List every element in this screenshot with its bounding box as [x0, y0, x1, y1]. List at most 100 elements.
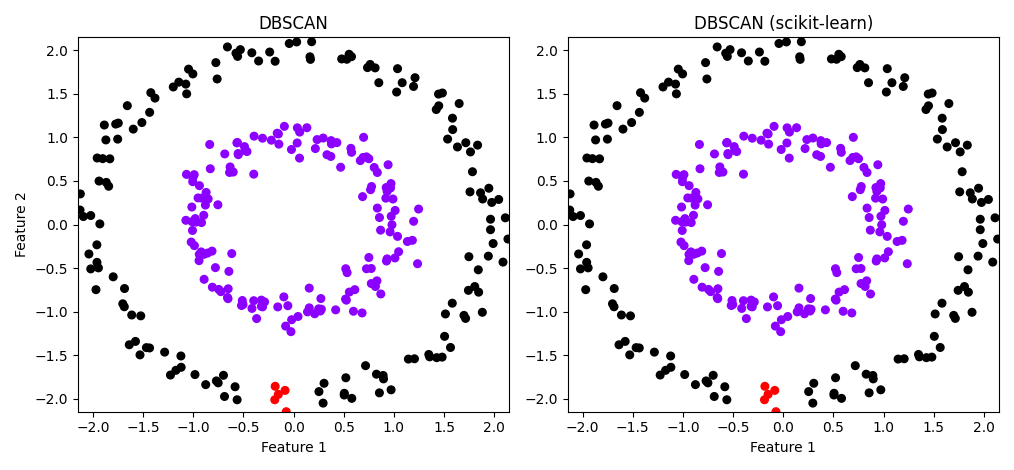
Point [681, 182, 698, 189]
Point [475, 195, 491, 203]
Point [185, 227, 201, 234]
Point [495, 258, 511, 266]
Point [117, 303, 133, 311]
Point [735, 171, 751, 178]
Point [310, 305, 327, 313]
Point [600, 119, 617, 127]
Point [813, 140, 829, 148]
Point [289, 38, 305, 46]
Point [744, 134, 760, 142]
Point [556, 247, 572, 254]
Point [877, 207, 893, 214]
Point [210, 379, 226, 387]
Point [267, 383, 283, 390]
Point [442, 344, 458, 351]
Point [383, 386, 400, 393]
Point [858, 370, 874, 378]
Point [221, 169, 237, 176]
Point [939, 143, 955, 151]
Point [869, 255, 885, 263]
Point [89, 258, 105, 266]
Point [178, 171, 195, 178]
Point [216, 393, 232, 400]
Point [428, 106, 444, 113]
Point [927, 310, 943, 318]
Point [355, 154, 371, 161]
Point [407, 355, 423, 362]
Point [609, 102, 626, 110]
Point [271, 130, 287, 138]
Point [981, 196, 997, 203]
Point [800, 388, 816, 395]
Point [694, 247, 710, 255]
Point [758, 129, 775, 137]
Point [379, 188, 395, 195]
Point [299, 124, 315, 132]
Point [387, 207, 404, 214]
Point [828, 55, 845, 63]
Point [879, 65, 895, 72]
Point [306, 310, 322, 318]
Point [384, 221, 401, 228]
Point [373, 290, 389, 298]
Point [687, 188, 704, 196]
Point [90, 264, 106, 272]
Point [950, 287, 966, 294]
Point [75, 213, 91, 220]
Point [434, 89, 450, 97]
Point [229, 53, 245, 60]
Point [743, 297, 759, 304]
Point [180, 65, 197, 73]
Point [803, 306, 819, 313]
Point [826, 390, 843, 397]
Point [311, 388, 328, 395]
Point [219, 294, 235, 301]
Point [808, 151, 824, 158]
Point [591, 155, 607, 163]
Point [987, 214, 1003, 221]
Point [323, 137, 340, 144]
Point [717, 383, 733, 391]
Point [301, 304, 317, 312]
Point [852, 186, 868, 194]
Point [371, 79, 387, 86]
Point [845, 193, 861, 200]
Point [845, 154, 861, 161]
Point [228, 49, 244, 57]
Point [229, 139, 245, 146]
Point [694, 283, 710, 291]
Point [756, 396, 773, 404]
Point [837, 286, 853, 293]
Point [865, 375, 881, 383]
Point [194, 219, 210, 227]
Point [733, 49, 749, 56]
Point [81, 250, 97, 258]
Point [224, 250, 240, 258]
Point [660, 78, 676, 86]
Point [899, 260, 916, 267]
Point [926, 333, 942, 340]
Point [500, 235, 516, 243]
Point [572, 265, 588, 273]
Point [192, 182, 208, 189]
Point [735, 297, 751, 305]
Point [789, 124, 805, 132]
Point [952, 148, 968, 156]
Point [799, 136, 815, 143]
Point [946, 312, 962, 319]
Point [800, 305, 816, 313]
Point [257, 298, 273, 306]
Point [941, 100, 957, 107]
Point [254, 303, 270, 310]
Point [879, 233, 895, 240]
Point [198, 188, 214, 196]
Point [711, 169, 727, 176]
Point [760, 141, 777, 148]
Point [846, 133, 862, 141]
Point [246, 133, 263, 140]
Point [781, 154, 797, 162]
Point [623, 312, 639, 320]
Point [338, 374, 354, 382]
Point [729, 148, 745, 155]
Point [94, 155, 111, 163]
